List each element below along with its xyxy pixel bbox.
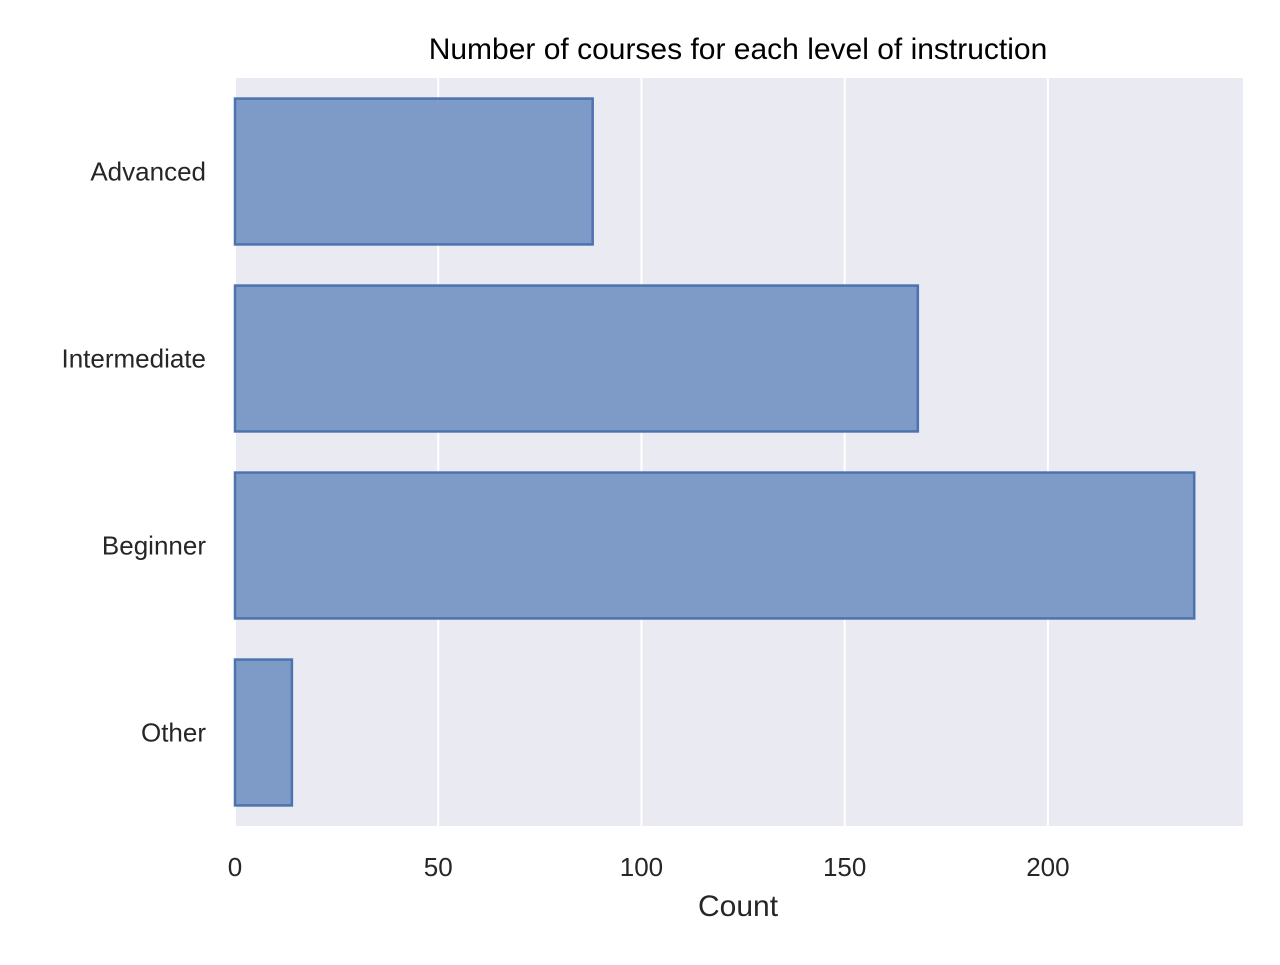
x-axis-label: Count xyxy=(698,890,779,923)
bars xyxy=(233,97,1196,807)
y-tick-label: Other xyxy=(141,718,206,748)
x-tick-label: 150 xyxy=(823,852,866,882)
bar-intermediate xyxy=(233,284,920,433)
x-tick-label: 0 xyxy=(228,852,242,882)
y-tick-label: Advanced xyxy=(90,157,206,187)
y-tick-label: Beginner xyxy=(102,531,206,561)
bar-other xyxy=(233,658,294,807)
x-tick-label: 200 xyxy=(1026,852,1069,882)
x-tick-label: 100 xyxy=(620,852,663,882)
y-tick-label: Intermediate xyxy=(61,344,206,374)
bar-beginner xyxy=(233,471,1196,620)
x-tick-label: 50 xyxy=(424,852,453,882)
bar-advanced xyxy=(233,97,594,246)
y-tick-labels: Advanced Intermediate Beginner Other xyxy=(61,157,206,748)
chart-title: Number of courses for each level of inst… xyxy=(429,33,1048,66)
x-tick-labels: 0 50 100 150 200 xyxy=(228,852,1070,882)
